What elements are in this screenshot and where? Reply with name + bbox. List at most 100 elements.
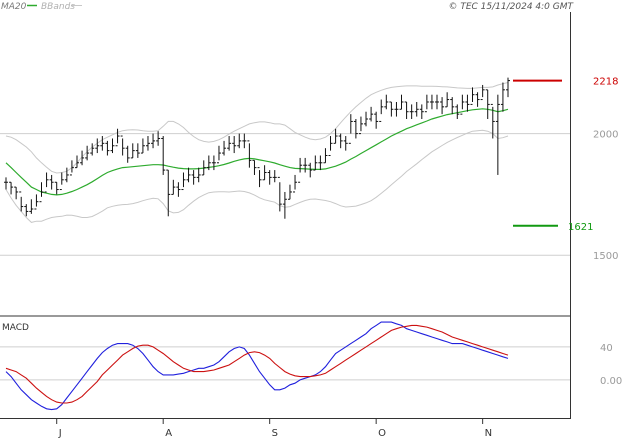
ohlc-bar [4,177,8,190]
ohlc-bar [145,136,150,151]
ohlc-bar [151,133,156,149]
ohlc-bar [364,111,369,127]
macd-axis-ticks: 400.00 [600,343,622,387]
ohlc-bar [460,94,465,115]
support-resistance-levels: 2218 1621 [513,77,618,233]
macd-gridlines [0,346,570,381]
ohlc-bar [135,143,140,158]
ohlc-bar [343,136,348,151]
bband-upper-line [5,82,509,174]
price-tick-label: 1500 [593,251,618,262]
bollinger-bands [5,82,509,223]
month-label: O [378,428,386,439]
ohlc-bar [125,145,130,163]
ohlc-bar [353,119,358,139]
ohlc-bar [14,186,19,200]
ohlc-bar [252,159,257,175]
ohlc-bar [308,162,313,178]
ohlc-bar [120,135,125,156]
ohlc-bar [435,94,440,110]
ohlc-bar [338,133,343,149]
ohlc-bar [80,150,85,166]
ohlc-bar [105,140,110,156]
macd-lines [5,321,509,411]
resistance-label: 2218 [593,77,618,88]
ohlc-bar [323,148,328,164]
ohlc-bar [394,101,399,117]
ohlc-bar [216,145,221,164]
ohlc-bar [419,104,424,120]
ohlc-bar [465,94,470,112]
ohlc-bar [414,101,419,117]
ohlc-bar [272,170,277,183]
macd-panel: 400.00 MACD [0,316,622,419]
ma20-path [5,108,509,196]
price-tick-label: 2000 [593,130,618,141]
macd-title: MACD [2,323,29,333]
ohlc-bar [39,182,44,203]
ohlc-bar [348,114,353,144]
month-label: N [485,428,492,439]
ohlc-bar [384,94,389,110]
ohlc-bar [262,165,267,181]
ohlc-bar [100,136,105,151]
ma20-legend-label: MA20 [1,2,27,12]
ohlc-bar [44,172,49,193]
ohlc-bar [445,92,450,108]
ohlc-bar [475,92,480,107]
ohlc-bar [267,170,272,185]
ohlc-bar [490,103,495,139]
ohlc-bar [24,204,29,217]
ohlc-bar [166,169,171,217]
ohlc-bar [161,136,166,175]
ohlc-bar [369,106,374,122]
ohlc-bar [429,94,434,110]
ohlc-bar [500,82,505,112]
ohlc-bar [95,138,100,154]
ohlc-bar [186,167,191,183]
ohlc-bar [140,138,145,154]
price-panel: 2218 1621 2000 1500 [0,12,618,317]
ohlc-bar [399,94,404,110]
ohlc-bar [450,97,455,115]
bbands-legend-label: BBands [41,2,75,12]
ohlc-bar [232,136,237,154]
ohlc-bar [440,97,445,115]
ohlc-bar [389,101,394,117]
ma20-line [5,108,509,196]
ohlc-bar [29,199,34,214]
price-gridlines [0,133,570,256]
ohlc-bar [247,140,252,168]
ohlc-bar [257,167,262,188]
ohlc-bar [85,145,90,161]
ohlc-bar [237,133,242,149]
macd-tick-label: 40 [600,343,613,354]
ohlc-bar [293,174,298,193]
ohlc-bar [59,172,64,191]
source-timestamp: © TEC 15/11/2024 4:0 GMT [448,2,574,12]
ohlc-bar [196,167,201,183]
ohlc-bar [470,87,475,105]
ohlc-bar [374,111,379,129]
macd-tick-label: 0.00 [600,376,622,387]
ohlc-bar [130,143,135,159]
ohlc-bar [176,182,181,197]
ohlc-bar [34,194,39,210]
ohlc-bar [74,155,79,169]
ohlc-bar [318,155,323,171]
ohlc-bar [110,138,115,154]
ohlc-bar [227,136,232,151]
ohlc-bar [303,157,308,173]
month-label: J [58,428,62,439]
ohlc-bar [181,172,186,191]
ohlc-bar [191,170,196,185]
ohlc-bar [69,160,74,176]
macd-line [5,321,509,411]
ohlc-bar [171,179,176,195]
signal-line [5,324,509,404]
ohlc-bar [379,99,384,122]
ohlc-bar [409,104,414,120]
ohlc-bar [358,116,363,135]
month-label: A [165,428,172,439]
